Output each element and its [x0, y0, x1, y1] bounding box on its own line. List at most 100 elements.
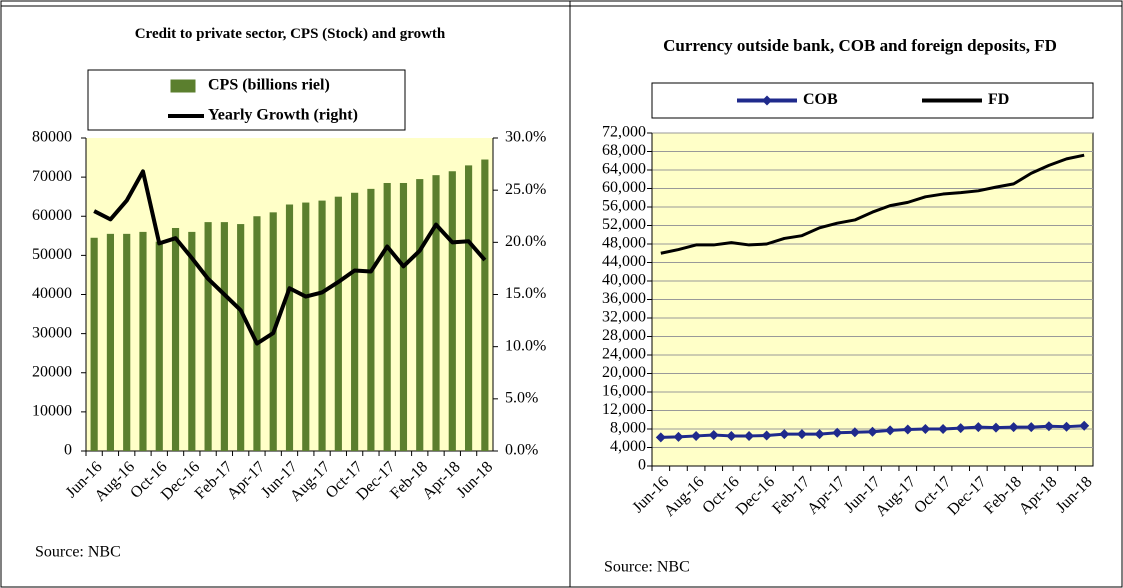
- chart-title: Currency outside bank, COB and foreign d…: [663, 36, 1057, 55]
- marker: [920, 424, 931, 434]
- bar: [155, 241, 163, 451]
- x-tick-label: Apr-18: [419, 458, 463, 502]
- bar: [139, 231, 147, 451]
- y2-tick-label: 10.0%: [505, 337, 546, 354]
- y-tick-label: 24,000: [602, 346, 646, 363]
- marker: [761, 430, 772, 441]
- y-tick-label: 70000: [32, 168, 72, 185]
- bar: [204, 222, 212, 451]
- bar: [171, 227, 180, 451]
- y-tick-label: 0: [64, 442, 72, 459]
- x-tick-label: Apr-17: [804, 473, 848, 517]
- y-tick-label: 30000: [32, 324, 72, 341]
- bar: [334, 196, 342, 451]
- legend-label: Yearly Growth (right): [208, 107, 358, 124]
- marker: [1026, 422, 1037, 433]
- y2-tick-label: 0.0%: [505, 442, 538, 459]
- bar: [432, 175, 440, 451]
- y-tick-label: 28,000: [602, 327, 646, 344]
- marker: [1043, 421, 1054, 432]
- x-tick-label: Apr-18: [1016, 473, 1060, 517]
- x-tick-label: Jun-18: [453, 458, 496, 501]
- y-tick-label: 64,000: [602, 161, 646, 178]
- marker: [938, 424, 949, 434]
- marker: [990, 422, 1001, 433]
- marker: [902, 424, 913, 435]
- y-tick-label: 16,000: [602, 383, 646, 400]
- marker: [655, 432, 666, 443]
- y-tick-label: 4,000: [610, 438, 646, 455]
- x-tick-label: Feb-17: [769, 473, 813, 517]
- line: [660, 153, 1085, 255]
- y-tick-label: 68,000: [602, 142, 646, 159]
- y2-tick-label: 15.0%: [505, 285, 546, 302]
- marker: [814, 429, 825, 440]
- bar: [220, 222, 228, 451]
- y-tick-label: 48,000: [602, 235, 646, 252]
- bar: [318, 200, 326, 451]
- y-tick-label: 12,000: [602, 401, 646, 418]
- x-tick-label: Apr-17: [224, 458, 268, 502]
- marker: [779, 429, 790, 440]
- legend-swatch: [170, 79, 196, 93]
- bar: [448, 171, 456, 451]
- bar: [106, 233, 115, 451]
- bar: [416, 179, 424, 452]
- marker: [1079, 420, 1090, 431]
- legend-label: COB: [803, 91, 838, 108]
- marker: [796, 429, 807, 440]
- y-tick-label: 44,000: [602, 253, 646, 270]
- y-tick-label: 40,000: [602, 272, 646, 289]
- bar: [188, 231, 196, 451]
- source: Source: NBC: [604, 559, 690, 576]
- x-tick-label: Feb-18: [981, 473, 1025, 517]
- y-tick-label: 40000: [32, 285, 72, 302]
- x-tick-label: Dec-17: [944, 473, 989, 518]
- y-tick-label: 72,000: [602, 124, 646, 141]
- marker: [1008, 422, 1019, 433]
- marker: [832, 427, 843, 438]
- y-tick-label: 20000: [32, 363, 72, 380]
- y-tick-label: 56,000: [602, 198, 646, 215]
- marker: [955, 423, 966, 434]
- marker: [973, 422, 984, 433]
- y2-tick-label: 20.0%: [505, 233, 546, 250]
- marker: [885, 425, 896, 436]
- y-tick-label: 0: [638, 457, 646, 474]
- x-tick-label: Aug-17: [873, 473, 920, 520]
- y2-tick-label: 25.0%: [505, 181, 546, 198]
- legend: [651, 82, 1094, 119]
- y-tick-label: 20,000: [602, 364, 646, 381]
- bar: [383, 182, 391, 451]
- marker: [867, 426, 878, 437]
- bar: [123, 233, 131, 451]
- bar: [464, 165, 473, 451]
- line: [93, 169, 487, 346]
- legend: [87, 69, 406, 131]
- bar: [237, 224, 245, 451]
- y-tick-label: 32,000: [602, 309, 646, 326]
- y-tick-label: 80000: [32, 129, 72, 146]
- y2-tick-label: 30.0%: [505, 129, 546, 146]
- legend-marker: [762, 95, 772, 106]
- bar: [302, 202, 310, 451]
- marker: [744, 430, 755, 441]
- chart-title: Credit to private sector, CPS (Stock) an…: [134, 26, 446, 42]
- y-tick-label: 50000: [32, 246, 72, 263]
- bar: [90, 237, 98, 451]
- x-tick-label: Dec-16: [733, 473, 778, 518]
- marker: [691, 430, 702, 441]
- bar: [367, 188, 375, 452]
- y-tick-label: 60000: [32, 207, 72, 224]
- marker: [1061, 421, 1072, 432]
- y2-tick-label: 5.0%: [505, 390, 538, 407]
- y-tick-label: 60,000: [602, 179, 646, 196]
- marker: [708, 430, 719, 441]
- legend-label: FD: [988, 91, 1009, 108]
- x-tick-label: Jun-18: [1053, 473, 1096, 516]
- marker: [849, 427, 860, 438]
- marker: [726, 430, 737, 441]
